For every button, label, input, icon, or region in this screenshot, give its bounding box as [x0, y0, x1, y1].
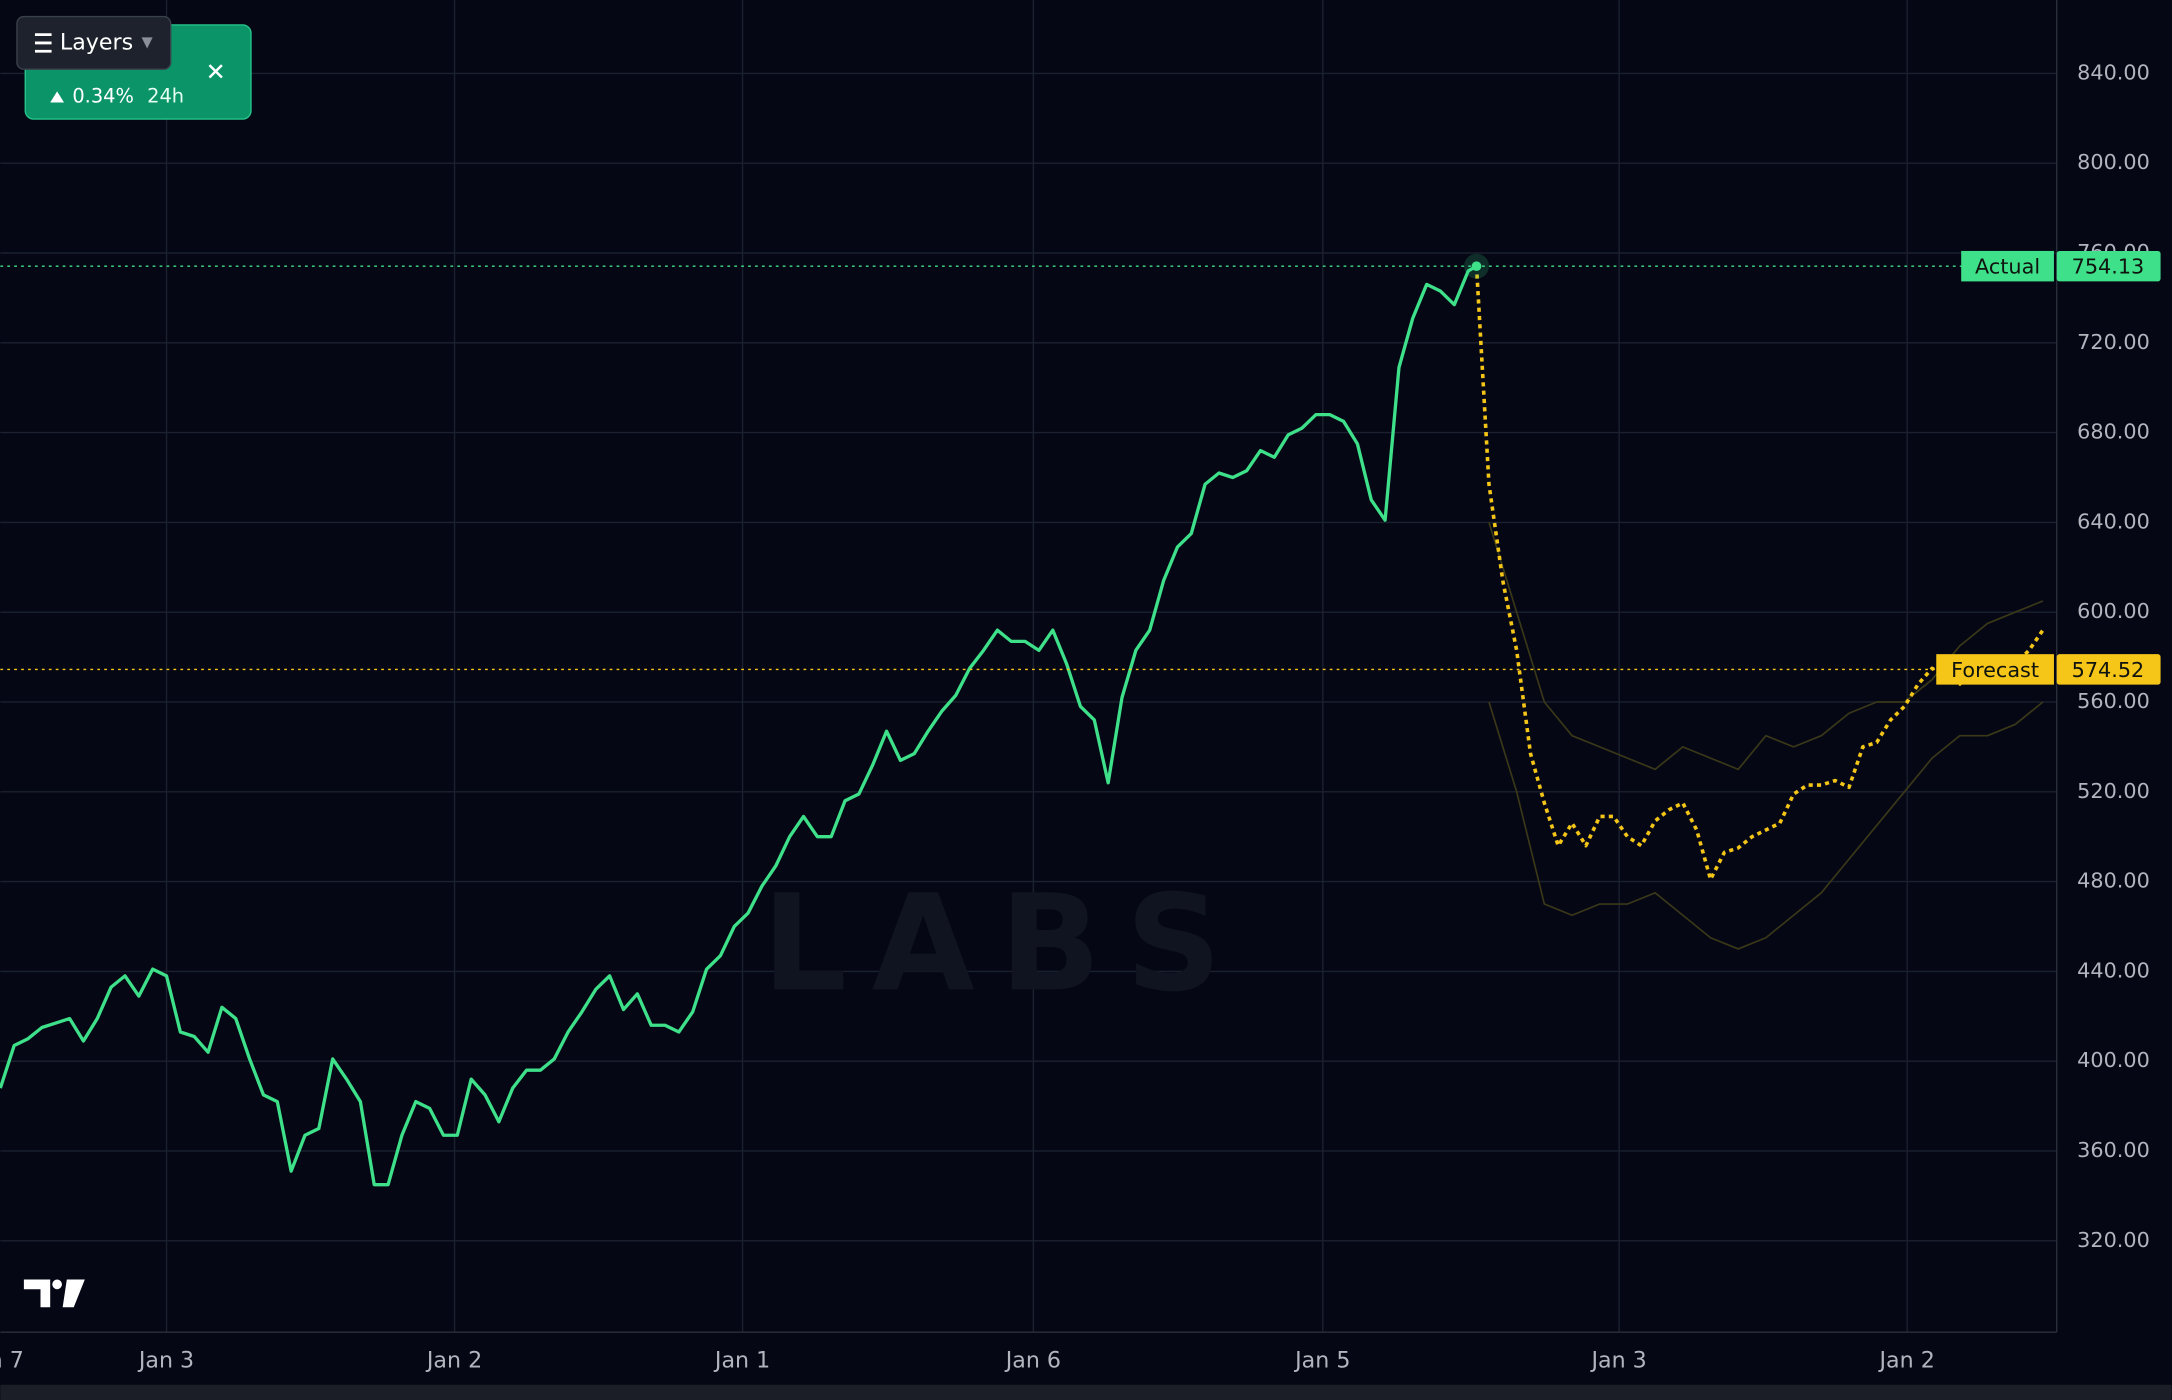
y-tick-label: 400.00 [2077, 1048, 2150, 1072]
logo-dot [52, 1279, 62, 1290]
logo-shape [62, 1279, 85, 1308]
price-tags: Actual 754.13 Forecast 574.52 [1936, 250, 2161, 685]
x-tick-label: Jan 2 [1878, 1348, 1935, 1374]
series-line [1488, 701, 2044, 950]
x-tick-label: Jan 7 [0, 1348, 24, 1374]
y-tick-label: 640.00 [2077, 509, 2150, 533]
bottom-strip [0, 1384, 2172, 1400]
logo-shape [23, 1279, 51, 1308]
price-tag-value-bg [2056, 250, 2161, 282]
close-icon[interactable] [208, 64, 223, 79]
price-tag-name: Forecast [1951, 658, 2039, 682]
period: 24h [147, 84, 184, 107]
y-tick-label: 360.00 [2077, 1138, 2150, 1162]
layers-label[interactable]: Layers [60, 29, 133, 55]
menu-icon[interactable] [34, 33, 52, 53]
widget: 0.34% 24h Layers [16, 15, 252, 120]
series-line [0, 264, 1478, 1187]
y-tick-label: 800.00 [2077, 150, 2150, 174]
y-tick-label: 560.00 [2077, 689, 2150, 713]
y-tick-label: 720.00 [2077, 330, 2150, 354]
x-tick-label: Jan 3 [137, 1348, 194, 1374]
layers-button[interactable]: Layers [16, 15, 172, 70]
price-tag-value: 754.13 [2072, 255, 2145, 279]
tv-logo [23, 1279, 85, 1308]
y-tick-label: 840.00 [2077, 60, 2150, 84]
up-arrow [50, 91, 65, 103]
y-tick-label: 440.00 [2077, 958, 2150, 982]
grid [0, 0, 2057, 1333]
x-tick-label: Jan 2 [425, 1348, 482, 1374]
y-tick-label: 680.00 [2077, 420, 2150, 444]
price-tag-value-bg [2056, 654, 2161, 685]
change: 0.34% [72, 84, 134, 107]
x-tick-label: Jan 5 [1293, 1348, 1350, 1374]
y-tick-label: 320.00 [2077, 1228, 2150, 1252]
watermark: LABS [762, 867, 1246, 1021]
price-tag-name: Actual [1975, 255, 2040, 279]
y-tick-label: 600.00 [2077, 599, 2150, 623]
close-button[interactable] [208, 64, 223, 79]
price-tag-value: 574.52 [2072, 658, 2145, 682]
price-tag-name-bg [1961, 250, 2054, 282]
y-tick-label: 480.00 [2077, 869, 2150, 893]
x-tick-label: Jan 3 [1590, 1348, 1647, 1374]
x-tick-label: Jan 1 [713, 1348, 770, 1374]
dropdown-icon[interactable] [141, 37, 153, 49]
price-tag-name-bg [1936, 654, 2054, 685]
layers-button-bg[interactable] [16, 15, 172, 70]
axes: 320.00 360.00 400.00 440.00 480.00 520.00 560.… [0, 60, 2150, 1373]
y-tick-label: 520.00 [2077, 779, 2150, 803]
x-tick-label: Jan 6 [1004, 1348, 1061, 1374]
series-line [1474, 266, 2045, 882]
